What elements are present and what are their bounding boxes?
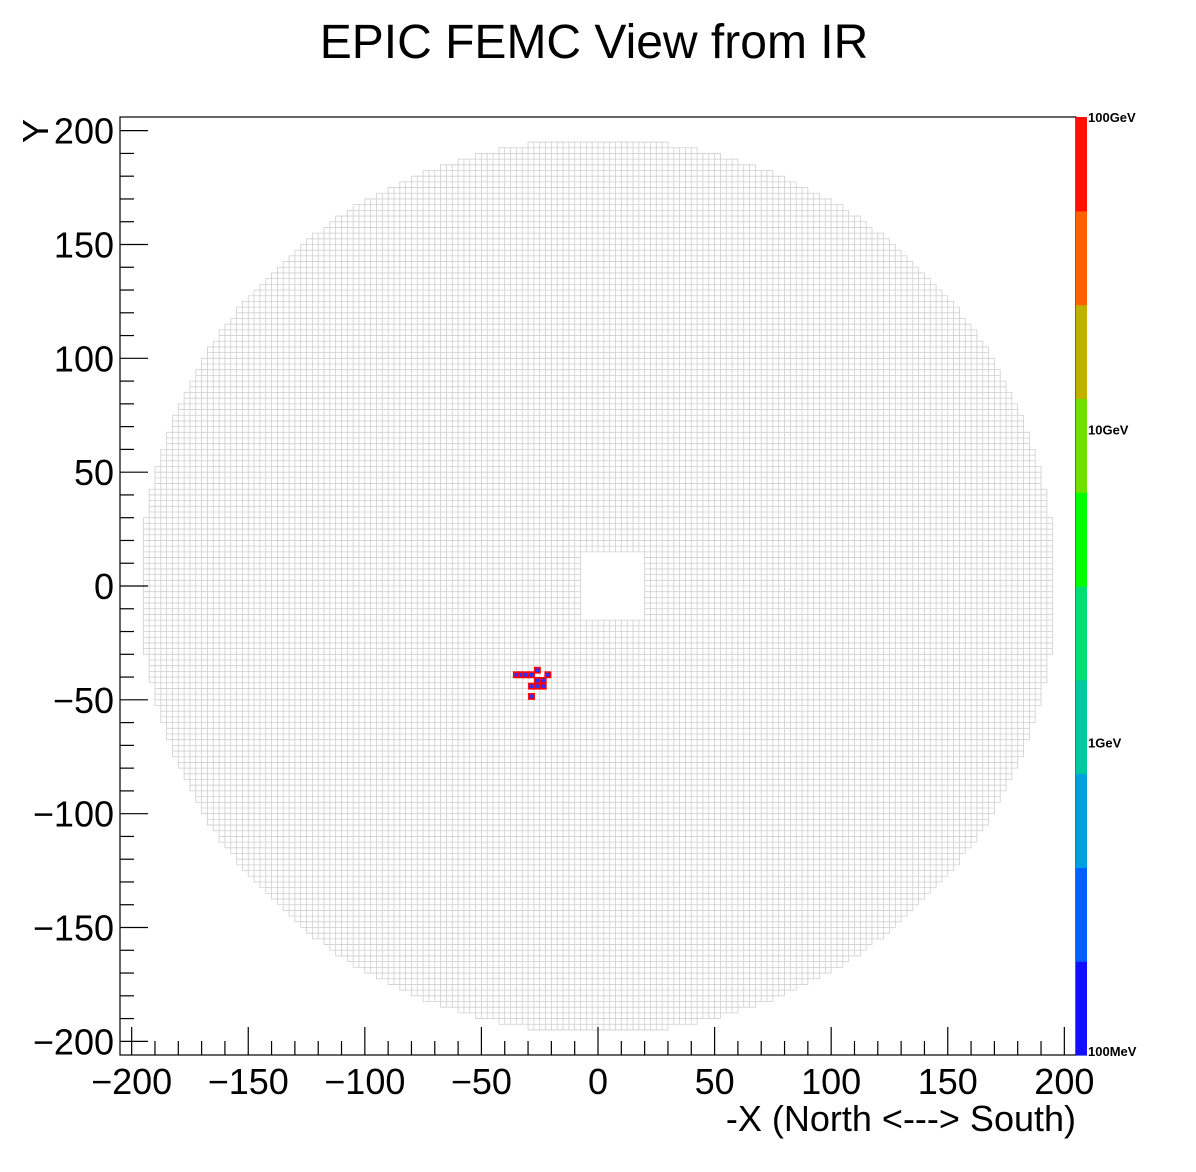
x-tick-label: −150 <box>208 1061 289 1102</box>
x-tick-label: −50 <box>451 1061 512 1102</box>
colorbar-segment <box>1076 961 1087 1056</box>
hit-cell <box>522 671 530 679</box>
detector-cell-grid <box>142 141 1054 1031</box>
y-tick-label: −150 <box>33 908 114 949</box>
plot-area <box>119 116 1077 1056</box>
colorbar-segment <box>1076 304 1087 399</box>
colorbar-segment <box>1076 586 1087 681</box>
hit-cell <box>539 677 547 684</box>
hit-cell <box>533 666 541 674</box>
hit-cell <box>533 677 541 684</box>
x-tick-label: 150 <box>918 1061 978 1102</box>
y-tick-label: 0 <box>94 566 114 607</box>
y-tick-label: −50 <box>53 680 114 721</box>
colorbar-segment <box>1076 398 1087 493</box>
colorbar-label: 100GeV <box>1088 110 1136 125</box>
y-axis-label: Y <box>15 119 56 143</box>
hit-cell <box>528 692 536 700</box>
chart-title: EPIC FEMC View from IR <box>320 16 869 69</box>
hit-cell <box>533 682 541 690</box>
colorbar-segment <box>1076 773 1087 868</box>
hit-cell <box>528 682 536 690</box>
hit-cell <box>539 682 547 690</box>
y-tick-label: −200 <box>33 1021 114 1062</box>
x-tick-label: −200 <box>91 1061 172 1102</box>
y-tick-label: 150 <box>54 225 114 266</box>
colorbar-segment <box>1076 210 1087 306</box>
y-tick-label: 50 <box>74 452 114 493</box>
energy-hits <box>512 666 552 700</box>
y-tick-label: 200 <box>54 111 114 152</box>
energy-colorbar: 100GeV 10GeV 1GeV 100MeV <box>1076 110 1137 1059</box>
y-tick-label: −100 <box>33 794 114 835</box>
x-tick-label: −100 <box>324 1061 405 1102</box>
colorbar-label: 100MeV <box>1088 1044 1137 1059</box>
colorbar-segment <box>1076 492 1087 587</box>
colorbar-label: 10GeV <box>1088 423 1129 438</box>
colorbar-label: 1GeV <box>1088 735 1122 750</box>
x-axis-label: -X (North <---> South) <box>726 1098 1076 1139</box>
x-tick-label: 200 <box>1034 1061 1094 1102</box>
x-tick-label: 50 <box>695 1061 735 1102</box>
x-tick-label: 0 <box>588 1061 608 1102</box>
y-axis: 200 150 100 50 0 −50 −100 −150 −200 <box>33 111 148 1062</box>
hit-cell <box>544 671 552 679</box>
x-axis: −200 −150 −100 −50 0 50 100 150 200 <box>91 1027 1094 1102</box>
detector-cells <box>142 141 1054 1031</box>
y-tick-label: 100 <box>54 338 114 379</box>
hit-cell <box>528 671 536 679</box>
colorbar-segment <box>1076 867 1087 962</box>
colorbar-segment <box>1076 679 1087 775</box>
x-tick-label: 100 <box>801 1061 861 1102</box>
colorbar-segment <box>1076 117 1087 212</box>
